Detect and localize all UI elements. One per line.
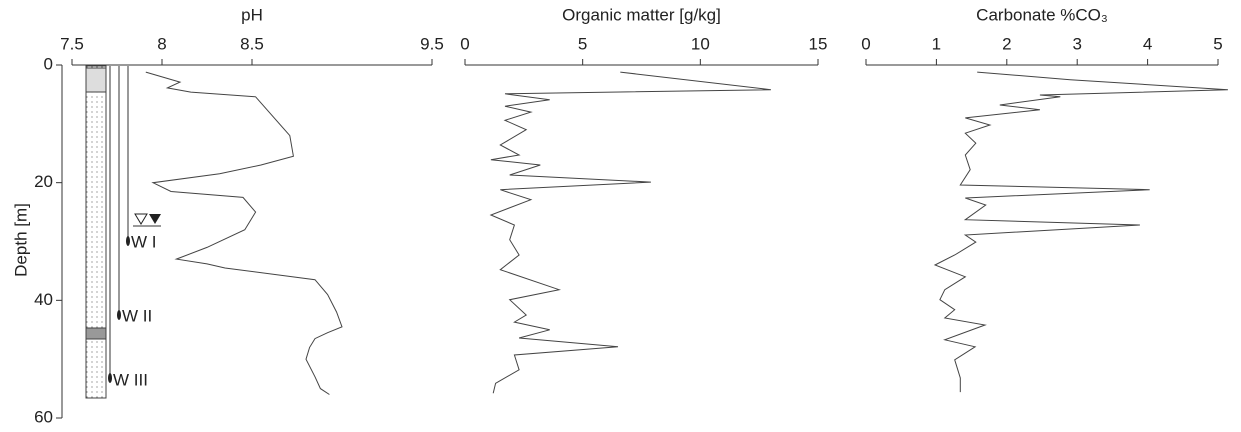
x-tick-label: 9.5: [420, 34, 444, 53]
x-tick-label: 10: [691, 34, 710, 53]
y-axis-label: Depth [m]: [11, 203, 30, 277]
profile-line: [489, 71, 771, 394]
x-tick-label: 5: [578, 34, 587, 53]
y-tick-label: 0: [44, 54, 53, 73]
panel-title: pH: [241, 5, 263, 24]
x-tick-label: 8.5: [240, 34, 264, 53]
x-tick-label: 5: [1213, 34, 1222, 53]
top-layer: [85, 67, 107, 93]
x-tick-label: 2: [1002, 34, 1011, 53]
screen-marker: [108, 373, 112, 383]
panel-title: Organic matter [g/kg]: [562, 5, 721, 24]
x-tick-label: 3: [1072, 34, 1081, 53]
x-tick-label: 0: [460, 34, 469, 53]
profile-line: [933, 71, 1228, 393]
y-tick-label: 60: [34, 407, 53, 426]
profile-line: [145, 71, 343, 395]
x-tick-label: 8: [157, 34, 166, 53]
y-tick-label: 40: [34, 290, 53, 309]
water-table-symbol: [149, 214, 161, 224]
screen-marker: [126, 236, 130, 246]
sand-layer: [85, 65, 107, 399]
y-tick-label: 20: [34, 172, 53, 191]
well-label: W I: [131, 232, 157, 251]
screen-marker: [117, 310, 121, 320]
x-tick-label: 0: [861, 34, 870, 53]
x-tick-label: 7.5: [60, 34, 84, 53]
panel-title: Carbonate %CO₃: [976, 5, 1108, 24]
water-table-symbol: [134, 213, 148, 225]
lithology-column: [85, 65, 161, 399]
x-tick-label: 4: [1143, 34, 1152, 53]
well-label: W II: [122, 306, 152, 325]
x-tick-label: 15: [809, 34, 828, 53]
x-tick-label: 1: [932, 34, 941, 53]
well-label: W III: [113, 370, 148, 389]
clay-layer: [85, 327, 107, 340]
